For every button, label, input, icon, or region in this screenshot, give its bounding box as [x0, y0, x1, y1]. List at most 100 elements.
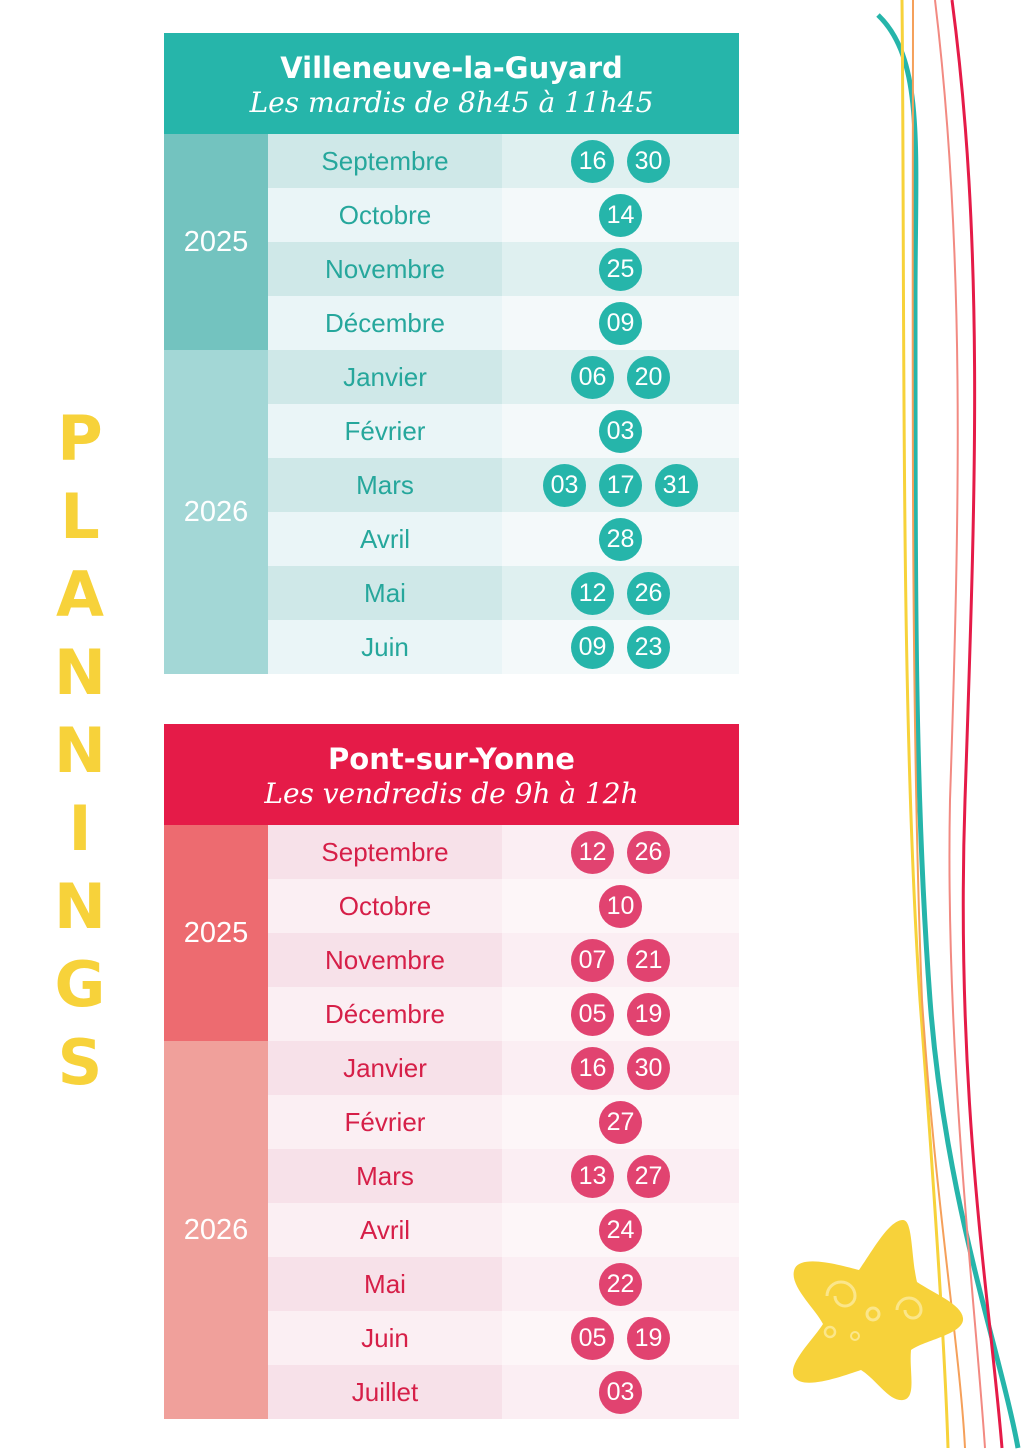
dates-cell: 10	[502, 879, 739, 933]
dates-cell: 06 20	[502, 350, 739, 404]
dates-cell: 12 26	[502, 825, 739, 879]
year-label: 2025	[164, 825, 268, 1041]
side-title-letter: G	[54, 948, 106, 1021]
date-badge: 19	[627, 1316, 670, 1360]
month-label: Février	[268, 1095, 502, 1149]
opening-hours: Les mardis de 8h45 à 11h45	[249, 86, 654, 119]
month-label: Décembre	[268, 296, 502, 350]
date-badge: 12	[571, 571, 614, 615]
date-badge: 26	[627, 830, 670, 874]
dates-cell: 05 19	[502, 987, 739, 1041]
date-badge: 20	[627, 355, 670, 399]
date-badge: 19	[627, 992, 670, 1036]
date-badge: 03	[543, 463, 586, 507]
date-badge: 25	[599, 247, 642, 291]
date-badge: 26	[627, 571, 670, 615]
date-badge: 12	[571, 830, 614, 874]
month-label: Juillet	[268, 1365, 502, 1419]
month-label: Septembre	[268, 825, 502, 879]
schedule-table: Villeneuve-la-Guyard Les mardis de 8h45 à…	[164, 33, 739, 674]
table-row: Septembre 12 26	[268, 825, 739, 879]
month-label: Janvier	[268, 1041, 502, 1095]
month-label: Décembre	[268, 987, 502, 1041]
table-row: Novembre 25	[268, 242, 739, 296]
date-badge: 31	[655, 463, 698, 507]
date-badge: 21	[627, 938, 670, 982]
side-title-letter: A	[56, 558, 104, 631]
date-badge: 10	[599, 884, 642, 928]
month-label: Février	[268, 404, 502, 458]
side-title-letter: L	[60, 480, 100, 553]
table-row: Janvier 16 30	[268, 1041, 739, 1095]
table-row: Avril 28	[268, 512, 739, 566]
table-row: Juillet 03	[268, 1365, 739, 1419]
dates-cell: 12 26	[502, 566, 739, 620]
dates-cell: 16 30	[502, 1041, 739, 1095]
table-row: Octobre 10	[268, 879, 739, 933]
table-row: Juin 05 19	[268, 1311, 739, 1365]
dates-cell: 28	[502, 512, 739, 566]
table-row: Décembre 05 19	[268, 987, 739, 1041]
dates-cell: 07 21	[502, 933, 739, 987]
date-badge: 27	[599, 1100, 642, 1144]
month-label: Septembre	[268, 134, 502, 188]
dates-cell: 22	[502, 1257, 739, 1311]
dates-cell: 27	[502, 1095, 739, 1149]
date-badge: 27	[627, 1154, 670, 1198]
table-row: Mars 03 17 31	[268, 458, 739, 512]
schedule-header: Pont-sur-Yonne Les vendredis de 9h à 12h	[164, 724, 739, 825]
month-label: Mars	[268, 458, 502, 512]
month-label: Octobre	[268, 879, 502, 933]
date-badge: 16	[571, 139, 614, 183]
date-badge: 23	[627, 625, 670, 669]
dates-cell: 03	[502, 404, 739, 458]
date-badge: 09	[599, 301, 642, 345]
table-row: Juin 09 23	[268, 620, 739, 674]
schedule-table: Pont-sur-Yonne Les vendredis de 9h à 12h 2…	[164, 724, 739, 1419]
dates-cell: 09 23	[502, 620, 739, 674]
side-title-letter: P	[57, 402, 103, 475]
month-label: Juin	[268, 1311, 502, 1365]
table-row: Février 27	[268, 1095, 739, 1149]
town-name: Pont-sur-Yonne	[328, 742, 575, 776]
month-label: Janvier	[268, 350, 502, 404]
table-row: Octobre 14	[268, 188, 739, 242]
schedule-header: Villeneuve-la-Guyard Les mardis de 8h45 à…	[164, 33, 739, 134]
date-badge: 30	[627, 1046, 670, 1090]
year-label: 2025	[164, 134, 268, 350]
month-label: Novembre	[268, 933, 502, 987]
date-badge: 28	[599, 517, 642, 561]
month-label: Octobre	[268, 188, 502, 242]
town-name: Villeneuve-la-Guyard	[280, 51, 623, 85]
date-badge: 05	[571, 1316, 614, 1360]
dates-cell: 03 17 31	[502, 458, 739, 512]
year-label: 2026	[164, 1041, 268, 1419]
date-badge: 17	[599, 463, 642, 507]
dates-cell: 14	[502, 188, 739, 242]
date-badge: 03	[599, 409, 642, 453]
side-title-letter: N	[54, 870, 106, 943]
date-badge: 22	[599, 1262, 642, 1306]
date-badge: 14	[599, 193, 642, 237]
month-label: Avril	[268, 512, 502, 566]
year-label: 2026	[164, 350, 268, 674]
table-row: Septembre 16 30	[268, 134, 739, 188]
date-badge: 05	[571, 992, 614, 1036]
date-badge: 03	[599, 1370, 642, 1414]
month-label: Mai	[268, 566, 502, 620]
date-badge: 09	[571, 625, 614, 669]
table-row: Décembre 09	[268, 296, 739, 350]
month-label: Juin	[268, 620, 502, 674]
date-badge: 16	[571, 1046, 614, 1090]
dates-cell: 09	[502, 296, 739, 350]
date-badge: 06	[571, 355, 614, 399]
star-icon	[792, 1220, 964, 1401]
dates-cell: 03	[502, 1365, 739, 1419]
table-row: Avril 24	[268, 1203, 739, 1257]
month-label: Novembre	[268, 242, 502, 296]
table-row: Mars 13 27	[268, 1149, 739, 1203]
date-badge: 07	[571, 938, 614, 982]
table-row: Mai 22	[268, 1257, 739, 1311]
